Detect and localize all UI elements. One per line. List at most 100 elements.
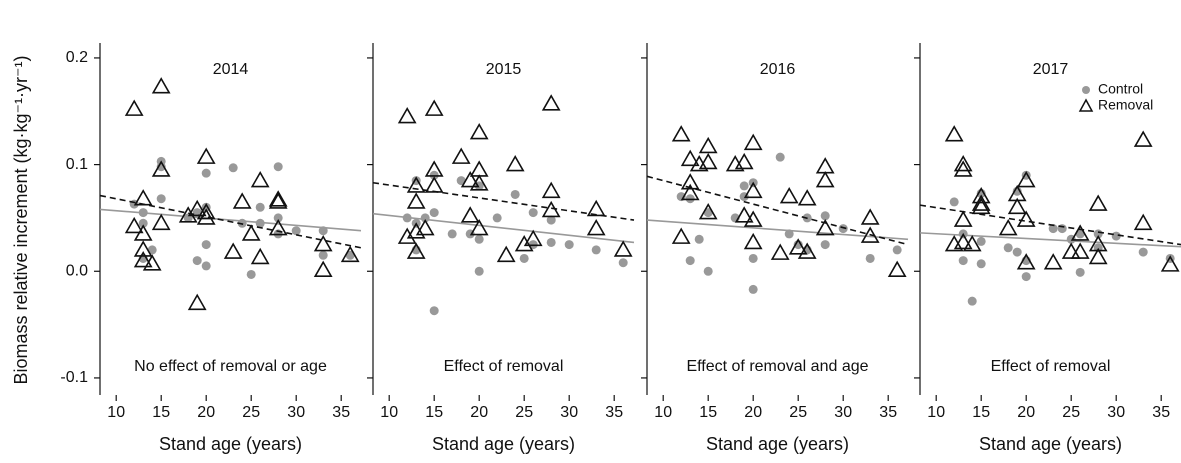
point [268, 190, 288, 207]
point [474, 234, 484, 244]
x-tick-label: 15 [699, 404, 717, 421]
panel: 10 15 20 25 30 35 2015 Effect of removal Stand a… [367, 43, 635, 454]
point [1160, 255, 1180, 272]
point [523, 229, 543, 247]
point [250, 247, 270, 265]
legend-swatch [1078, 98, 1094, 112]
point [528, 208, 538, 218]
point [958, 256, 968, 266]
x-tick-label: 30 [1107, 404, 1125, 421]
point [1111, 231, 1121, 241]
y-tick-label: 0.2 [66, 49, 88, 66]
point [546, 215, 556, 225]
point [424, 176, 444, 193]
panel: 10 15 20 25 30 35 2016 Effect of removal and ag… [641, 43, 909, 454]
point [865, 253, 875, 263]
x-tick-label: 25 [242, 404, 260, 421]
point [788, 238, 808, 255]
point [1007, 197, 1027, 215]
x-tick-label: 20 [197, 404, 215, 421]
point [133, 224, 153, 241]
point [541, 94, 561, 111]
point [429, 208, 439, 218]
point [739, 181, 749, 191]
point [397, 106, 417, 124]
legend-swatch [1082, 86, 1090, 94]
x-tick-label: 25 [515, 404, 533, 421]
y-tick-label: -0.1 [60, 369, 88, 386]
point [887, 260, 907, 278]
point [962, 234, 982, 252]
panel-title: 2015 [486, 61, 522, 78]
panel-title: 2017 [1033, 61, 1069, 78]
panel: 0.2 0.1 0.0 -0.1 10 15 20 25 30 35 2014 No effect o… [60, 43, 362, 454]
point [564, 240, 574, 250]
point [255, 202, 265, 212]
y-axis-label: Biomass relative increment (kg·kg⁻¹·yr⁻¹… [11, 55, 31, 384]
point [671, 227, 691, 244]
point [469, 122, 489, 140]
point [1003, 243, 1013, 253]
point [474, 266, 484, 276]
point [268, 192, 288, 209]
point [838, 224, 848, 234]
point [469, 160, 489, 177]
point [748, 253, 758, 263]
x-tick-label: 10 [107, 404, 125, 421]
x-tick-label: 35 [332, 404, 350, 421]
point [1016, 210, 1036, 227]
trend-line [919, 204, 1181, 246]
point [734, 206, 754, 223]
point [953, 154, 973, 172]
point [971, 197, 991, 215]
point [142, 254, 162, 271]
point [291, 226, 301, 236]
legend-label: Control [1098, 81, 1143, 97]
point [1075, 267, 1085, 277]
point [510, 189, 520, 199]
point [1070, 242, 1090, 259]
point [815, 170, 835, 188]
point [192, 256, 202, 266]
x-tick-label: 10 [927, 404, 945, 421]
x-tick-label: 15 [425, 404, 443, 421]
point [743, 133, 763, 151]
point [133, 240, 153, 257]
point [743, 232, 763, 250]
point [797, 189, 817, 206]
point [451, 147, 471, 164]
point [815, 218, 835, 236]
x-tick-label: 35 [605, 404, 623, 421]
point [860, 208, 880, 225]
point [820, 240, 830, 250]
point [1133, 130, 1153, 147]
point [201, 261, 211, 271]
x-tick-label: 35 [1152, 404, 1170, 421]
point [784, 229, 794, 239]
point [151, 213, 171, 231]
point [1016, 253, 1036, 270]
point [460, 206, 480, 223]
point [138, 218, 148, 228]
x-tick-label: 15 [972, 404, 990, 421]
point [429, 306, 439, 316]
y-tick-label: 0.1 [66, 156, 88, 173]
point [770, 243, 790, 260]
point [250, 170, 270, 188]
point [345, 250, 355, 260]
point [187, 293, 207, 311]
point [892, 245, 902, 255]
point [1088, 194, 1108, 211]
panel-title: 2014 [213, 61, 249, 78]
point [469, 174, 489, 191]
point [124, 216, 144, 234]
point [223, 242, 243, 259]
point [703, 266, 713, 276]
annotation: Effect of removal [444, 358, 564, 375]
point [591, 245, 601, 255]
trend-line [99, 208, 362, 232]
point [698, 152, 718, 170]
point [415, 218, 435, 236]
point [671, 125, 691, 142]
